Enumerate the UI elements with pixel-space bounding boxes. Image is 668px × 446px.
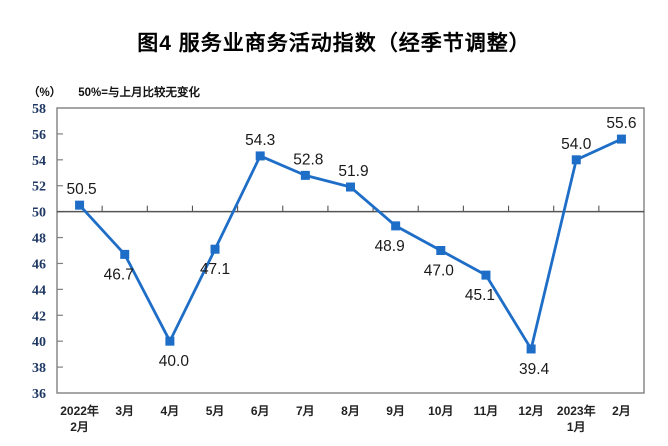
data-point-label: 51.9 [338,163,368,180]
data-point-label: 48.9 [375,238,405,255]
data-point-label: 50.5 [66,181,96,198]
data-point-marker [255,151,265,161]
y-tick-label: 58 [32,102,46,117]
chart-title: 图4 服务业商务活动指数（经季节调整） [137,32,531,55]
x-tick-label: 6月 [251,404,270,418]
reference-note: 50%=与上月比较无变化 [78,87,200,99]
plot-frame [56,107,645,394]
y-tick-label: 48 [32,232,46,247]
data-point-marker [75,200,85,210]
x-tick-label: 9月 [386,404,405,418]
y-tick-label: 38 [32,361,46,376]
data-point-label: 39.4 [519,361,550,378]
data-point-label: 55.6 [606,115,636,132]
data-point-marker [210,244,220,254]
y-tick-label: 46 [32,257,46,272]
x-tick-label: 7月 [296,404,315,418]
y-tick-label: 40 [32,335,46,350]
x-tick-label: 3月 [115,404,134,418]
data-point-marker [571,155,581,165]
x-tick-label: 2023年 1月 [557,403,596,434]
data-point-label: 52.8 [293,151,323,168]
y-tick-label: 44 [32,283,46,298]
x-tick-label: 12月 [518,404,543,418]
y-axis-unit-label: （%） [28,87,62,99]
data-point-label: 46.7 [104,266,134,283]
x-tick-label: 10月 [428,404,453,418]
data-point-marker [616,134,626,144]
y-tick-label: 54 [32,154,46,169]
x-tick-label: 2月 [612,404,631,418]
y-tick-label: 56 [32,128,46,143]
x-tick-label: 11月 [474,404,499,418]
chart-subtitle: （%） 50%=与上月比较无变化 [28,84,200,100]
x-tick-label: 2022年 2月 [60,403,99,434]
data-point-label: 54.0 [561,136,592,153]
data-point-label: 54.3 [245,132,275,149]
data-point-label: 45.1 [465,287,495,304]
data-point-label: 47.1 [200,261,230,278]
y-tick-label: 42 [32,309,46,324]
data-point-marker [391,221,401,231]
x-tick-label: 4月 [161,404,180,418]
y-tick-label: 50 [32,206,46,221]
data-point-label: 47.0 [424,263,455,280]
y-tick-label: 36 [32,387,46,402]
data-point-label: 40.0 [159,353,190,370]
y-tick-label: 52 [32,180,46,195]
data-point-marker [165,336,175,346]
data-point-marker [436,246,446,255]
x-tick-label: 8月 [341,404,360,418]
data-point-marker [120,249,130,259]
x-tick-label: 5月 [206,404,225,418]
data-point-marker [526,344,536,354]
data-point-marker [300,170,310,180]
data-point-marker [481,270,491,280]
data-point-marker [346,182,355,192]
